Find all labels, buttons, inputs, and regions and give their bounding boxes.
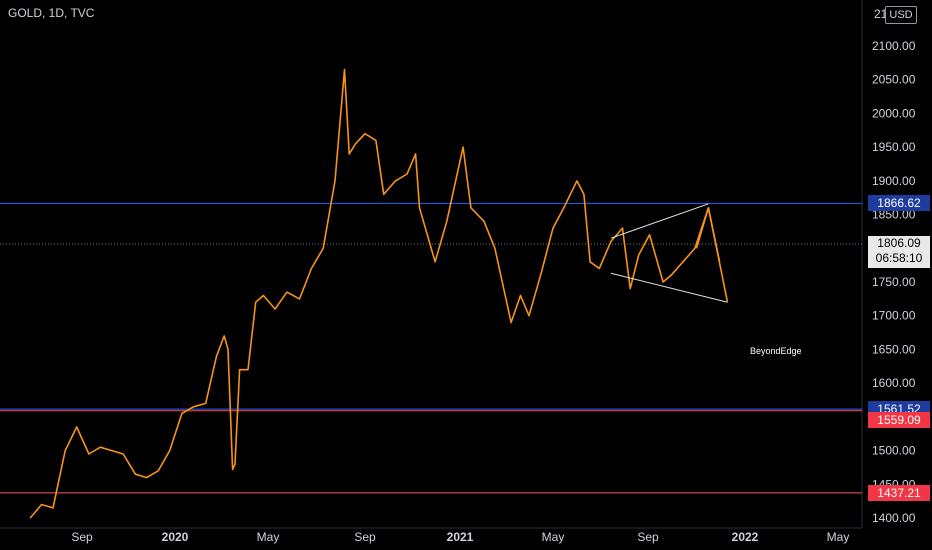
time-tick-label: 2021 (447, 530, 474, 544)
projection-path (695, 207, 729, 303)
price-tick-label: 2050.00 (872, 73, 916, 87)
last-price-tag: 1806.09 06:58:10 (868, 236, 930, 268)
time-tick-label: May (257, 530, 280, 544)
watermark-text: BeyondEdge (750, 346, 802, 356)
price-tick-label: 2100.00 (872, 39, 916, 53)
price-tag-level: 1866.62 (868, 195, 930, 212)
triangle-upper-trendline (610, 203, 709, 239)
price-tick-label: 1950.00 (872, 140, 916, 154)
price-tick-label: 1500.00 (872, 444, 916, 458)
price-tag-level: 1437.21 (868, 484, 930, 501)
price-tick-label: 1600.00 (872, 376, 916, 390)
price-tick-label: 2000.00 (872, 106, 916, 120)
time-tick-label: Sep (637, 530, 659, 544)
price-tag-level: 1559.09 (868, 411, 930, 428)
price-series-line (29, 68, 721, 519)
price-tick-label: 1900.00 (872, 174, 916, 188)
currency-button[interactable]: USD (885, 6, 917, 24)
price-tick-label: 21 (874, 7, 888, 21)
time-tick-label: May (542, 530, 565, 544)
time-tick-label: Sep (354, 530, 376, 544)
last-price-value: 1806.09 (877, 236, 921, 250)
price-tick-label: 1650.00 (872, 342, 916, 356)
chart-title: GOLD, 1D, TVC (8, 6, 95, 20)
price-tick-label: 1700.00 (872, 309, 916, 323)
price-tick-label: 1750.00 (872, 275, 916, 289)
time-tick-label: May (827, 530, 850, 544)
time-tick-label: 2020 (162, 530, 189, 544)
triangle-lower-trendline (610, 272, 728, 303)
time-tick-label: 2022 (732, 530, 759, 544)
bar-countdown: 06:58:10 (875, 251, 923, 265)
price-tick-label: 1400.00 (872, 511, 916, 525)
time-tick-label: Sep (71, 530, 93, 544)
